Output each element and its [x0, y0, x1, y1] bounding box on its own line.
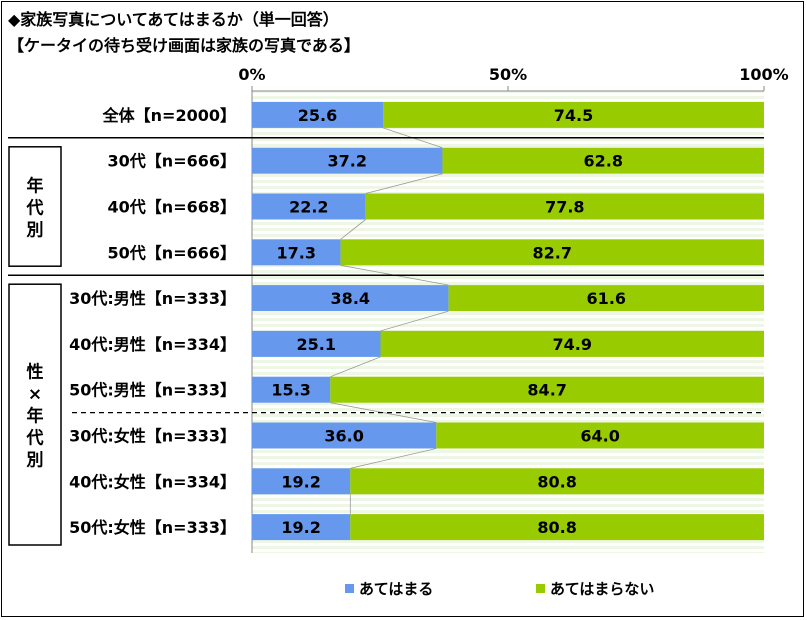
data-label: 84.7 [527, 381, 566, 400]
category-label: 30代:男性【n=333】 [69, 289, 236, 308]
bar-segment [252, 239, 341, 266]
group-label-char: 別 [26, 451, 44, 471]
data-label: 74.5 [554, 106, 593, 125]
connector-line [330, 356, 381, 378]
bar-segment [252, 285, 449, 312]
category-label: 30代【n=666】 [108, 152, 236, 171]
data-label: 80.8 [537, 518, 576, 537]
connector-line [365, 173, 443, 194]
data-label: 74.9 [553, 335, 592, 354]
category-label: 50代:女性【n=333】 [69, 518, 236, 537]
data-label: 19.2 [281, 472, 320, 491]
legend-swatch [345, 584, 354, 593]
connector-line [330, 402, 437, 423]
data-label: 19.2 [281, 518, 320, 537]
category-label: 40代【n=668】 [108, 198, 236, 217]
data-label: 25.1 [297, 335, 336, 354]
group-label-char: 別 [26, 221, 44, 241]
group-label-char: 年 [27, 176, 44, 197]
category-label: 30代:女性【n=333】 [69, 427, 236, 446]
connector-line [350, 448, 437, 469]
tick-label: 100% [739, 65, 788, 84]
bar-segment [380, 330, 764, 357]
bar-segment [252, 101, 384, 128]
group-box [8, 283, 62, 546]
data-label: 37.2 [327, 152, 366, 171]
category-label: 全体【n=2000】 [102, 106, 236, 125]
tick-label: 0% [238, 65, 265, 84]
legend-label: あてはまらない [550, 580, 654, 598]
group-label-char: 年 [27, 406, 44, 427]
chart-subtitle: 【ケータイの待ち受け画面は家族の写真である】 [8, 36, 360, 55]
bar-segment [252, 514, 351, 541]
bar-segment [350, 514, 764, 541]
bar-segment [252, 376, 331, 403]
bar-segment [383, 101, 764, 128]
bar-segment [252, 422, 437, 449]
category-label: 50代:男性【n=333】 [69, 381, 236, 400]
data-label: 22.2 [289, 198, 328, 217]
legend-label: あてはまる [359, 580, 433, 598]
group-label-char: 性 [27, 362, 44, 383]
bar-segment [252, 468, 351, 495]
connector-line [380, 310, 449, 332]
bar-segment [252, 193, 366, 220]
bar-segment [365, 193, 764, 220]
bar-segment [252, 147, 443, 174]
data-label: 25.6 [298, 106, 337, 125]
data-label: 17.3 [277, 243, 316, 262]
chart-title: ◆家族写真についてあてはまるか（単一回答） [8, 10, 339, 29]
data-label: 62.8 [583, 152, 622, 171]
bar-segment [252, 330, 381, 357]
group-label-char: 代 [26, 198, 44, 219]
data-label: 36.0 [324, 427, 363, 446]
bar-segment [436, 422, 764, 449]
bar-segment [448, 285, 764, 312]
data-label: 15.3 [271, 381, 310, 400]
bar-segment [330, 376, 764, 403]
category-label: 40代:男性【n=334】 [69, 335, 236, 354]
connector-line [340, 219, 366, 240]
group-label: 年代別 [26, 176, 44, 241]
group-label-char: × [28, 385, 42, 405]
bar-segment [442, 147, 764, 174]
data-label: 61.6 [587, 289, 626, 308]
group-label-char: 代 [26, 428, 44, 449]
data-label: 64.0 [580, 427, 619, 446]
group-label: 性×年代別 [26, 362, 44, 471]
data-label: 38.4 [331, 289, 370, 308]
tick-label: 50% [489, 65, 527, 84]
category-label: 40代:女性【n=334】 [69, 472, 236, 491]
group-box [8, 146, 62, 267]
data-label: 82.7 [533, 243, 572, 262]
category-label: 50代【n=666】 [108, 243, 236, 262]
data-label: 80.8 [537, 472, 576, 491]
bar-segment [340, 239, 764, 266]
data-label: 77.8 [545, 198, 584, 217]
legend-swatch [536, 584, 545, 593]
bar-segment [350, 468, 764, 495]
